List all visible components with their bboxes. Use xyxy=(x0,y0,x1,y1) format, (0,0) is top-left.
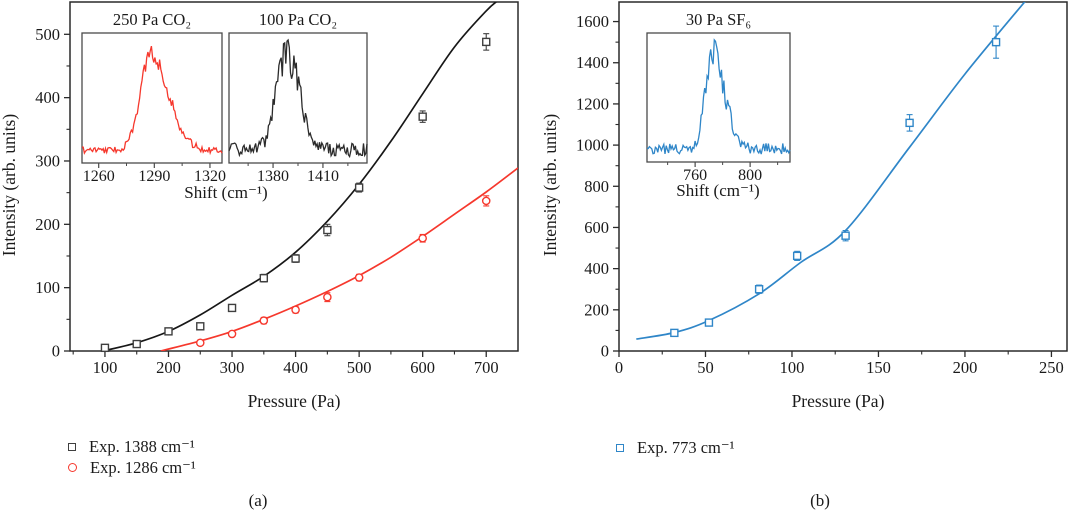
svg-text:1000: 1000 xyxy=(576,136,609,155)
legend-label-1286: Exp. 1286 cm⁻¹ xyxy=(90,457,196,477)
svg-text:700: 700 xyxy=(474,358,499,377)
svg-text:Pressure (Pa): Pressure (Pa) xyxy=(248,391,341,411)
svg-text:1400: 1400 xyxy=(576,53,609,72)
caption-a: (a) xyxy=(248,491,268,510)
svg-text:300: 300 xyxy=(220,358,245,377)
legend-item-1286: Exp. 1286 cm⁻¹ xyxy=(68,457,196,478)
svg-text:250 Pa CO₂: 250 Pa CO₂ xyxy=(113,10,191,29)
svg-text:200: 200 xyxy=(35,215,60,234)
svg-text:1260: 1260 xyxy=(83,168,115,185)
svg-text:250: 250 xyxy=(1039,358,1064,377)
blue-square-marker-icon xyxy=(616,443,624,452)
svg-text:500: 500 xyxy=(347,358,372,377)
panel-b-chart: 0 50 100 150 200 250 0 200 400 600 800 1000 1200 1400… xyxy=(540,1,1068,411)
svg-text:100: 100 xyxy=(93,358,118,377)
legend-label-773: Exp. 773 cm⁻¹ xyxy=(637,437,735,457)
legend-panel-b: Exp. 773 cm⁻¹ xyxy=(616,437,735,458)
svg-text:100: 100 xyxy=(35,278,60,297)
svg-text:400: 400 xyxy=(584,259,609,278)
red-circle-marker-icon xyxy=(68,463,77,472)
svg-text:0: 0 xyxy=(52,342,60,361)
svg-text:150: 150 xyxy=(866,358,891,377)
svg-text:200: 200 xyxy=(156,358,181,377)
svg-text:400: 400 xyxy=(35,88,60,107)
svg-text:Shift (cm⁻¹): Shift (cm⁻¹) xyxy=(184,183,267,202)
legend-item-1388: Exp. 1388 cm⁻¹ xyxy=(68,436,196,457)
svg-text:500: 500 xyxy=(35,25,60,44)
panel-a-chart: 100 200 300 400 500 600 700 0 100 200 300 400 500 Pre… xyxy=(0,1,519,411)
svg-text:Intensity (arb. units): Intensity (arb. units) xyxy=(0,114,19,257)
black-square-marker-icon xyxy=(68,442,76,451)
svg-text:760: 760 xyxy=(683,167,707,184)
svg-text:100 Pa CO₂: 100 Pa CO₂ xyxy=(259,10,337,29)
svg-text:600: 600 xyxy=(584,218,609,237)
svg-text:0: 0 xyxy=(615,358,623,377)
svg-text:200: 200 xyxy=(584,300,609,319)
legend-panel-a: Exp. 1388 cm⁻¹ Exp. 1286 cm⁻¹ xyxy=(68,436,196,478)
svg-text:0: 0 xyxy=(601,342,609,361)
svg-text:1290: 1290 xyxy=(138,168,170,185)
svg-text:30 Pa SF₆: 30 Pa SF₆ xyxy=(686,10,751,29)
legend-label-1388: Exp. 1388 cm⁻¹ xyxy=(89,436,195,456)
svg-text:100: 100 xyxy=(780,358,805,377)
svg-text:50: 50 xyxy=(697,358,714,377)
svg-text:Pressure (Pa): Pressure (Pa) xyxy=(792,391,885,411)
svg-text:1600: 1600 xyxy=(576,12,609,31)
caption-b: (b) xyxy=(810,491,830,510)
legend-item-773: Exp. 773 cm⁻¹ xyxy=(616,437,735,458)
svg-text:1200: 1200 xyxy=(576,94,609,113)
svg-text:1320: 1320 xyxy=(194,168,226,185)
svg-text:600: 600 xyxy=(410,358,435,377)
svg-text:Shift (cm⁻¹): Shift (cm⁻¹) xyxy=(676,181,759,200)
svg-text:800: 800 xyxy=(738,167,762,184)
svg-text:300: 300 xyxy=(35,151,60,170)
svg-text:400: 400 xyxy=(283,358,308,377)
svg-text:1410: 1410 xyxy=(307,168,339,185)
svg-text:1380: 1380 xyxy=(257,168,289,185)
svg-text:Intensity (arb. units): Intensity (arb. units) xyxy=(540,114,560,257)
svg-text:200: 200 xyxy=(953,358,978,377)
svg-text:800: 800 xyxy=(584,177,609,196)
